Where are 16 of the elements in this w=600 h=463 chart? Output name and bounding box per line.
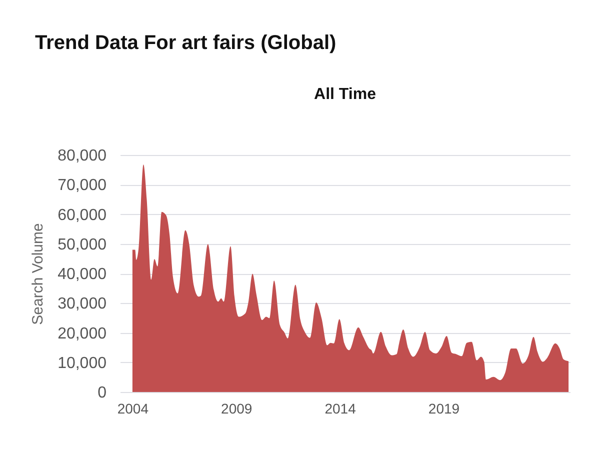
x-tick-label: 2019 (428, 400, 460, 416)
y-tick-label: 60,000 (58, 206, 107, 224)
chart-subtitle: All Time (314, 86, 376, 103)
x-tick-label: 2014 (324, 400, 356, 416)
y-tick-label: 0 (98, 384, 107, 402)
chart-title: Trend Data For art fairs (Global) (35, 32, 336, 55)
y-tick-label: 70,000 (58, 177, 107, 194)
y-tick-label: 30,000 (58, 296, 107, 313)
x-tick-label: 2004 (117, 400, 149, 416)
y-tick-label: 20,000 (58, 325, 107, 342)
y-tick-label: 50,000 (58, 236, 107, 254)
x-tick-label: 2009 (221, 400, 252, 416)
y-tick-label: 10,000 (58, 354, 107, 372)
y-tick-label: 80,000 (58, 148, 107, 164)
y-axis-title: Search Volume (30, 223, 47, 325)
y-tick-label: 40,000 (58, 266, 107, 283)
